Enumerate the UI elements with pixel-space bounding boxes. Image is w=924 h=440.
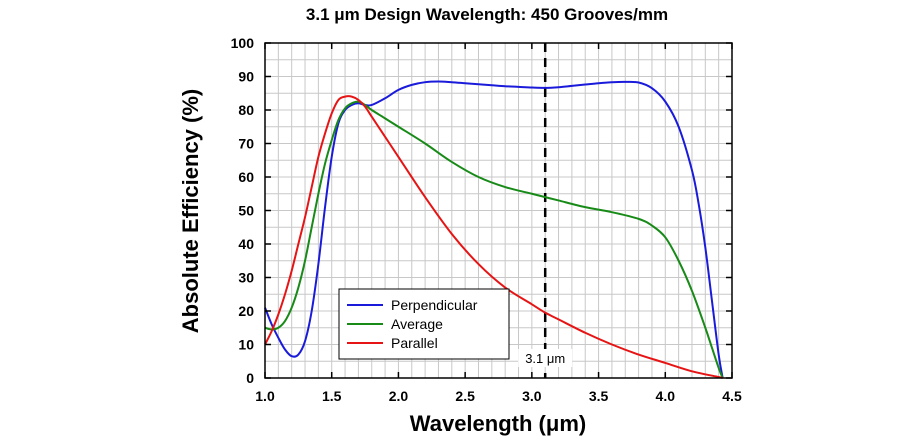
x-tick-label: 4.0 [656, 388, 676, 404]
series-line-parallel [264, 95, 724, 379]
y-tick-label: 10 [238, 337, 254, 353]
y-tick-label: 90 [238, 69, 254, 85]
x-tick-label: 4.5 [722, 388, 742, 404]
design-wavelength-label: 3.1 μm [525, 351, 565, 366]
legend-label-parallel: Parallel [391, 335, 438, 351]
legend-label-average: Average [391, 316, 443, 332]
legend-label-perpendicular: Perpendicular [391, 297, 478, 313]
legend: Perpendicular Average Parallel [338, 288, 510, 360]
chart-title: 3.1 μm Design Wavelength: 450 Grooves/mm [306, 5, 668, 24]
annotations: 3.1 μm [518, 43, 573, 378]
y-tick-label: 80 [238, 102, 254, 118]
x-tick-label: 2.5 [455, 388, 475, 404]
x-axis-title: Wavelength (μm) [410, 411, 586, 436]
y-tick-label: 70 [238, 136, 254, 152]
y-tick-label: 100 [231, 35, 255, 51]
y-tick-label: 60 [238, 169, 254, 185]
y-tick-label: 40 [238, 236, 254, 252]
x-tick-label: 3.0 [522, 388, 542, 404]
x-tick-label: 2.0 [389, 388, 409, 404]
x-tick-label: 1.5 [322, 388, 342, 404]
x-tick-label: 1.0 [255, 388, 275, 404]
x-tick-label: 3.5 [589, 388, 609, 404]
axis-ticks: 1.0 1.5 2.0 2.5 3.0 3.5 4.0 4.5 0 10 20 30 40 50 60 70 8… [231, 35, 742, 404]
y-axis-title: Absolute Efficiency (%) [178, 89, 203, 333]
series-line-perpendicular [264, 80, 724, 379]
y-tick-label: 20 [238, 303, 254, 319]
series-lines [264, 80, 724, 379]
y-tick-label: 0 [246, 370, 254, 386]
series-line-average [264, 100, 724, 379]
design-wavelength-label-bg [518, 349, 573, 367]
y-tick-label: 50 [238, 203, 254, 219]
y-tick-label: 30 [238, 270, 254, 286]
